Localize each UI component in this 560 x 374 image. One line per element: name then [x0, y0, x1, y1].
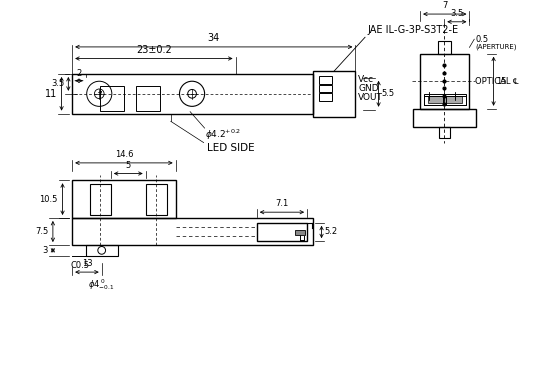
Bar	[146, 184, 167, 215]
Text: 3: 3	[43, 246, 48, 255]
Text: 5.2: 5.2	[324, 227, 338, 236]
Text: 23±0.2: 23±0.2	[136, 45, 172, 55]
Bar	[257, 223, 307, 241]
Bar	[319, 93, 332, 101]
Bar	[100, 86, 124, 111]
Text: 7.1: 7.1	[276, 199, 288, 208]
Text: 10.5: 10.5	[39, 194, 58, 203]
Text: 7.5: 7.5	[35, 227, 48, 236]
Bar	[313, 71, 356, 117]
Text: GND: GND	[358, 84, 379, 93]
Bar	[319, 85, 332, 92]
Text: VOUT: VOUT	[358, 93, 383, 102]
Bar	[90, 184, 111, 215]
Text: 13: 13	[82, 259, 92, 268]
Bar	[424, 94, 465, 105]
Bar	[72, 218, 313, 245]
Text: 0.5: 0.5	[475, 35, 488, 44]
Text: 7: 7	[442, 1, 447, 10]
Text: (APERTURE): (APERTURE)	[475, 44, 517, 50]
Text: 3.5: 3.5	[450, 9, 464, 18]
Bar	[446, 96, 465, 105]
Text: $\phi$4.2$^{+0.2}$: $\phi$4.2$^{+0.2}$	[204, 128, 241, 142]
Text: 14.6: 14.6	[115, 150, 133, 159]
Text: JAE IL-G-3P-S3T2-E: JAE IL-G-3P-S3T2-E	[367, 25, 458, 35]
Bar	[437, 41, 451, 54]
Text: 5: 5	[125, 161, 131, 170]
Text: LED SIDE: LED SIDE	[207, 142, 254, 153]
Text: 2: 2	[76, 69, 82, 78]
Text: 15: 15	[497, 77, 507, 86]
Text: 5.5: 5.5	[381, 89, 395, 98]
Bar	[424, 96, 444, 105]
Bar	[428, 96, 461, 103]
Bar	[136, 86, 160, 111]
Bar	[420, 54, 469, 109]
Bar	[413, 109, 476, 127]
Bar	[319, 76, 332, 84]
Text: OPTICAL ℄: OPTICAL ℄	[475, 77, 519, 86]
Bar	[440, 127, 450, 138]
Bar	[72, 74, 313, 114]
Text: C0.5: C0.5	[71, 261, 89, 270]
Text: Vcc: Vcc	[358, 75, 375, 84]
Text: 11: 11	[44, 89, 57, 99]
Bar	[72, 180, 176, 218]
Text: 34: 34	[208, 33, 220, 43]
Text: $\phi$4$^{\ 0}_{-0.1}$: $\phi$4$^{\ 0}_{-0.1}$	[88, 277, 115, 292]
Text: 3.5: 3.5	[51, 79, 64, 88]
Bar	[86, 245, 118, 256]
Bar	[296, 230, 305, 235]
